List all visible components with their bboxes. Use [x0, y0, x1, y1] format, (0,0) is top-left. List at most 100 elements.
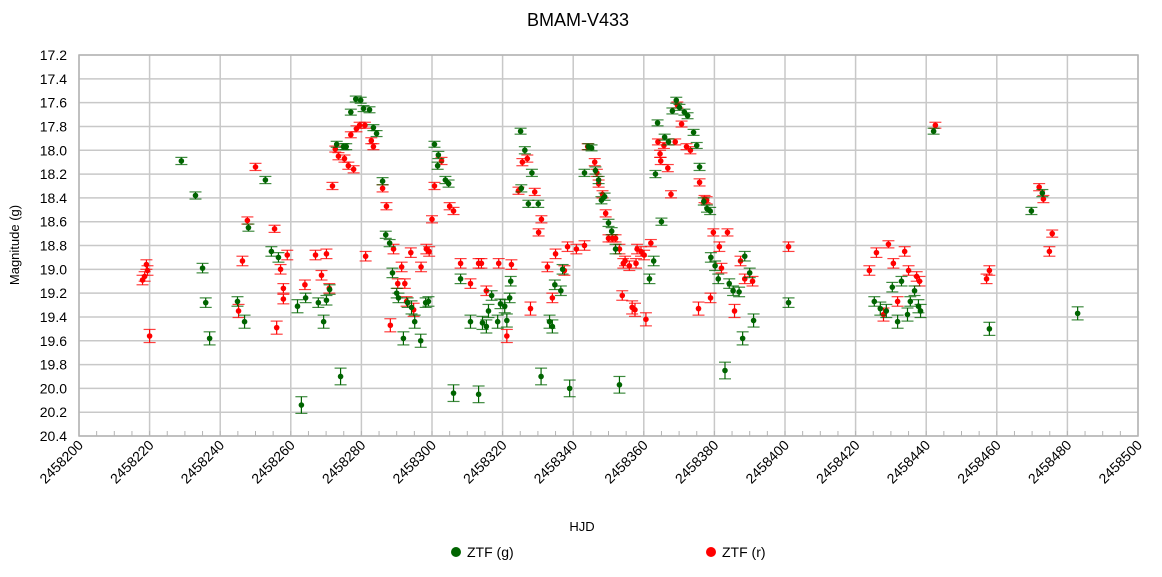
data-point: [340, 143, 353, 151]
data-point: [295, 396, 308, 414]
point-marker: [558, 287, 564, 294]
point-marker: [643, 316, 649, 323]
data-point: [359, 250, 372, 262]
data-point: [175, 156, 188, 166]
data-point: [561, 241, 574, 253]
point-marker: [504, 333, 510, 339]
x-tick-label: 2458360: [601, 437, 651, 487]
data-point: [500, 328, 513, 344]
x-tick-label: 2458400: [742, 437, 792, 487]
y-axis-label: Magnitude (g): [7, 205, 22, 285]
data-point: [738, 273, 751, 285]
data-point: [693, 162, 706, 172]
point-marker: [312, 252, 319, 258]
data-point: [1046, 229, 1059, 238]
point-marker: [268, 248, 275, 255]
point-marker: [1028, 208, 1035, 214]
point-marker: [245, 224, 252, 231]
data-point: [376, 184, 389, 193]
data-point: [298, 279, 311, 291]
data-point: [414, 333, 427, 348]
data-point: [370, 130, 383, 138]
data-point: [428, 140, 441, 148]
point-marker: [873, 249, 880, 256]
data-point: [232, 303, 245, 319]
point-marker: [417, 337, 424, 344]
point-marker: [730, 287, 736, 294]
data-point: [518, 146, 531, 155]
x-tick-label: 2458260: [248, 437, 298, 487]
point-marker: [1046, 248, 1053, 255]
data-point: [643, 273, 656, 285]
point-marker: [911, 287, 918, 294]
point-marker: [395, 295, 402, 301]
data-point: [384, 318, 397, 333]
data-point: [503, 292, 516, 304]
point-marker: [411, 318, 418, 325]
point-marker: [450, 208, 457, 214]
x-tick-label: 2458480: [1025, 437, 1075, 487]
data-point: [870, 247, 883, 259]
data-point: [309, 249, 322, 261]
point-marker: [605, 220, 612, 226]
data-point: [277, 293, 290, 305]
point-marker: [712, 262, 718, 269]
data-point: [927, 127, 940, 135]
point-marker: [746, 270, 753, 276]
data-point: [447, 384, 460, 403]
point-marker: [366, 106, 373, 113]
data-point: [704, 206, 717, 216]
data-point: [654, 149, 667, 158]
point-marker: [429, 216, 435, 223]
point-marker: [535, 201, 542, 207]
point-marker: [326, 286, 333, 293]
point-marker: [356, 122, 363, 129]
data-point: [323, 284, 336, 295]
data-point: [532, 228, 545, 237]
point-marker: [538, 373, 544, 380]
data-point: [546, 319, 559, 334]
y-tick-label: 19.4: [40, 309, 67, 325]
data-point: [669, 138, 682, 146]
data-point: [639, 312, 652, 327]
data-point: [231, 296, 244, 307]
point-marker: [400, 335, 407, 342]
data-point: [482, 303, 495, 319]
data-point: [524, 301, 537, 316]
data-point: [528, 187, 541, 197]
point-marker: [506, 295, 513, 301]
point-marker: [529, 170, 535, 176]
point-marker: [983, 276, 990, 282]
data-point: [868, 296, 881, 307]
point-marker: [178, 158, 185, 164]
point-marker: [657, 158, 664, 164]
point-marker: [549, 295, 556, 301]
point-marker: [696, 164, 703, 170]
point-marker: [518, 185, 525, 192]
point-marker: [370, 143, 377, 150]
point-marker: [418, 264, 424, 270]
point-marker: [605, 235, 612, 242]
data-point: [141, 265, 154, 276]
point-marker: [501, 303, 508, 310]
data-point: [712, 273, 725, 285]
point-marker: [206, 335, 213, 342]
data-point: [670, 96, 683, 104]
data-point: [782, 297, 795, 309]
data-point: [718, 361, 731, 380]
x-axis-label: HJD: [569, 519, 594, 534]
data-point: [628, 302, 641, 317]
point-marker: [1039, 190, 1046, 196]
data-point: [578, 168, 591, 178]
y-tick-label: 20.4: [40, 428, 67, 444]
data-point: [522, 199, 535, 208]
point-marker: [398, 264, 405, 270]
point-marker: [341, 155, 348, 162]
data-point: [432, 150, 445, 160]
point-marker: [710, 229, 717, 236]
data-point: [505, 259, 518, 270]
data-point: [423, 246, 436, 257]
x-tick-label: 2458200: [36, 437, 86, 487]
data-point: [570, 243, 583, 255]
point-marker: [581, 170, 588, 176]
